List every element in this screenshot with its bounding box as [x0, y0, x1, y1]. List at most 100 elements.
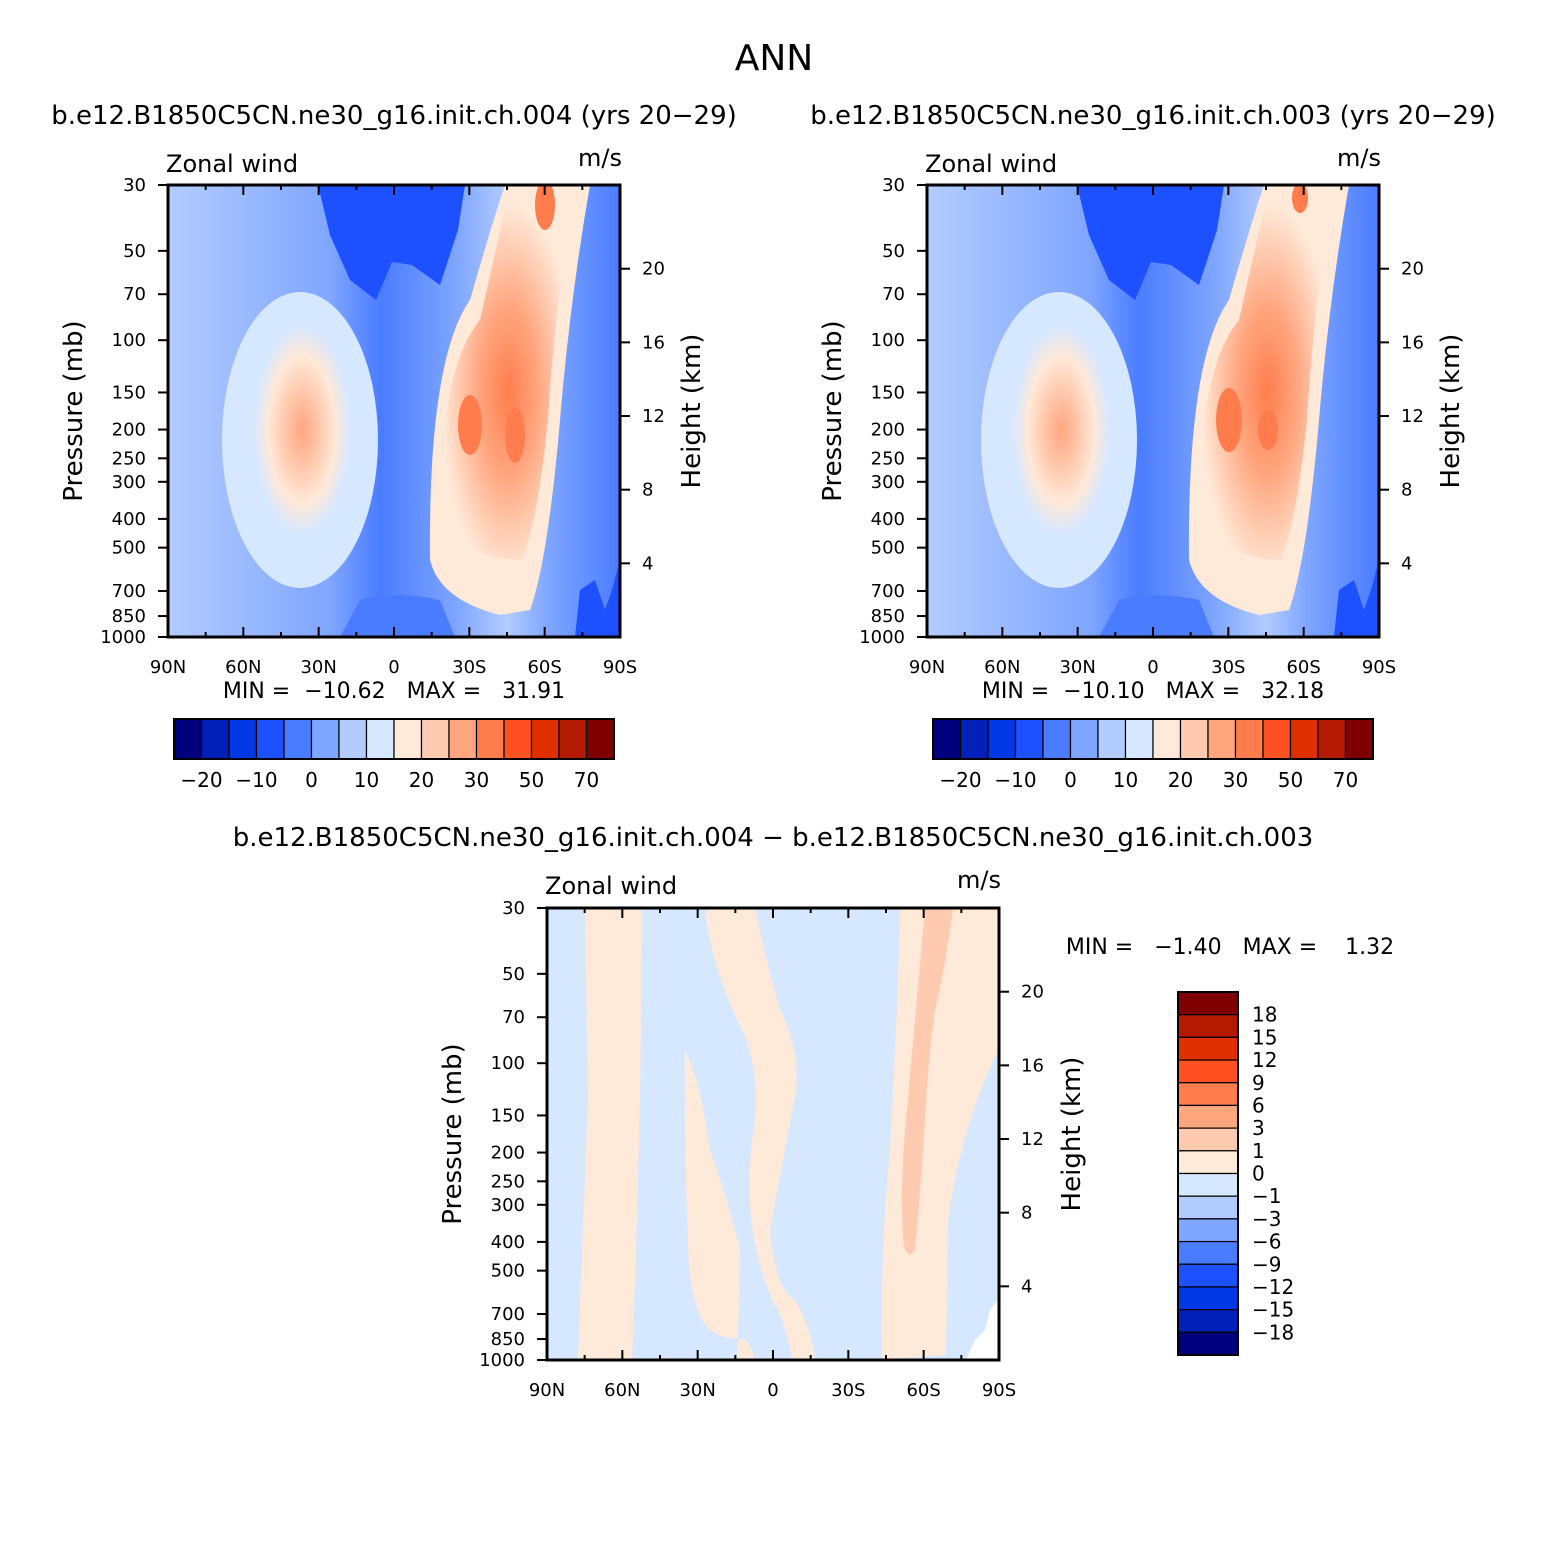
colorbar-label: −18: [1252, 1320, 1294, 1344]
panel-1: 90N 60N 30N 0 30S 60S 90S305070100150200250300…: [59, 144, 707, 792]
y-tick-label: 300: [871, 472, 905, 493]
y-tick-label: 850: [871, 606, 905, 627]
x-tick-label: 30N: [1059, 657, 1095, 678]
x-tick-label: 60N: [984, 657, 1020, 678]
panel-2-y2label: Height (km): [1436, 334, 1466, 489]
colorbar-label: 20: [1168, 768, 1193, 792]
panel-3-left-label: Zonal wind: [545, 872, 677, 900]
panel-1-field: [168, 185, 620, 637]
colorbar-swatch: [1317, 718, 1347, 760]
x-tick-label: 90S: [982, 1380, 1016, 1401]
polar-easterly: [1334, 560, 1379, 637]
colorbar-swatch: [1177, 1059, 1239, 1084]
y-tick-label: 1000: [479, 1350, 525, 1371]
y-tick-label: 100: [871, 330, 905, 351]
y-tick-label: 100: [491, 1053, 525, 1074]
y-tick-label: 500: [112, 538, 146, 559]
colorbar-swatch: [283, 718, 313, 760]
colorbar-frame: [1177, 991, 1239, 1356]
colorbar-swatch: [1177, 1240, 1239, 1265]
y-tick-label: 50: [123, 241, 146, 262]
y-tick-label: 50: [502, 964, 525, 985]
diff-title: b.e12.B1850C5CN.ne30_g16.init.ch.004 − b…: [233, 823, 1314, 853]
y-tick-label: 250: [491, 1171, 525, 1192]
panel-2-ylabel: Pressure (mb): [818, 320, 848, 501]
panel-1-title: b.e12.B1850C5CN.ne30_g16.init.ch.004 (yr…: [51, 101, 737, 131]
y-tick-label: 70: [123, 284, 146, 305]
colorbar-swatch: [530, 718, 560, 760]
colorbar-label: 15: [1252, 1025, 1277, 1049]
x-tick-label: 0: [1147, 657, 1158, 678]
x-tick-label: 0: [388, 657, 399, 678]
x-tick-label: 60N: [604, 1380, 640, 1401]
colorbar-label: −15: [1252, 1298, 1294, 1322]
colorbar-swatch: [1234, 718, 1264, 760]
colorbar-swatch: [475, 718, 505, 760]
y-tick-label: 200: [112, 420, 146, 441]
y-tick-label: 700: [491, 1304, 525, 1325]
y-tick-label: 400: [871, 509, 905, 530]
colorbar-label: −20: [939, 768, 981, 792]
colorbar-swatch: [558, 718, 588, 760]
y2-tick-label: 20: [642, 259, 665, 280]
easterly-core-upper: [1077, 185, 1224, 300]
panel-2-left-label: Zonal wind: [925, 150, 1057, 178]
colorbar-swatch: [1069, 718, 1099, 760]
x-tick-label: 30N: [300, 657, 336, 678]
panel-3-stats: MIN = −1.40 MAX = 1.32: [1066, 935, 1394, 960]
colorbar-swatch: [932, 718, 962, 760]
y-tick-label: 200: [491, 1143, 525, 1164]
colorbar-swatch: [1014, 718, 1044, 760]
colorbar-label: 6: [1252, 1093, 1265, 1117]
upper-strato-max: [535, 185, 555, 230]
y2-tick-label: 4: [642, 553, 653, 574]
nh-jet: [254, 325, 350, 535]
polar-easterly: [575, 560, 620, 637]
panel-2-colorbar: −20 −10 0 10 20 30 50 70: [932, 718, 1374, 792]
y-tick-label: 30: [882, 175, 905, 196]
panel-1-left-label: Zonal wind: [166, 150, 298, 178]
colorbar-label: −10: [235, 768, 277, 792]
y2-tick-label: 4: [1021, 1276, 1032, 1297]
colorbar-label: 30: [464, 768, 489, 792]
y-tick-label: 250: [871, 448, 905, 469]
y-tick-label: 50: [882, 241, 905, 262]
panel-1-y2label: Height (km): [677, 334, 707, 489]
panel-1-right-label: m/s: [578, 144, 622, 172]
colorbar-swatch: [1177, 1331, 1239, 1356]
sh-jet-core-a: [458, 395, 482, 455]
x-tick-label: 60S: [906, 1380, 940, 1401]
colorbar-label: 10: [354, 768, 379, 792]
easterly-lower: [1099, 595, 1214, 637]
colorbar-swatch: [1097, 718, 1127, 760]
colorbar-swatch: [1152, 718, 1182, 760]
panel-3: 90N 60N 30N 0 30S 60S 90S305070100150200250300…: [438, 866, 1394, 1401]
y-tick-label: 700: [871, 581, 905, 602]
y2-tick-label: 4: [1401, 553, 1412, 574]
colorbar-label: 0: [305, 768, 318, 792]
colorbar-swatch: [1207, 718, 1237, 760]
colorbar-swatch: [1177, 991, 1239, 1016]
x-tick-label: 60S: [1286, 657, 1320, 678]
colorbar-label: 50: [1278, 768, 1303, 792]
colorbar-label: 18: [1252, 1003, 1277, 1027]
y-tick-label: 850: [491, 1329, 525, 1350]
y-tick-label: 300: [491, 1195, 525, 1216]
upper-strato-max: [1292, 185, 1308, 213]
y2-tick-label: 12: [642, 406, 665, 427]
colorbar-label: 70: [574, 768, 599, 792]
colorbar-swatch: [393, 718, 423, 760]
sh-jet-core-b: [1258, 410, 1278, 450]
y2-tick-label: 8: [1021, 1203, 1032, 1224]
panel-2: 90N 60N 30N 0 30S 60S 90S305070100150200250300…: [818, 144, 1466, 792]
colorbar-swatch: [1289, 718, 1319, 760]
easterly-lower: [340, 595, 455, 637]
x-tick-label: 0: [767, 1380, 778, 1401]
sh-jet-core-a: [1216, 388, 1242, 452]
colorbar-swatch: [503, 718, 533, 760]
y-tick-label: 70: [502, 1007, 525, 1028]
panel-1-axes: 90N 60N 30N 0 30S 60S 90S 30 50 70 100 150 200 250 300…: [100, 175, 665, 678]
pos-band-nh: [578, 908, 642, 1360]
colorbar-swatch: [1124, 718, 1154, 760]
